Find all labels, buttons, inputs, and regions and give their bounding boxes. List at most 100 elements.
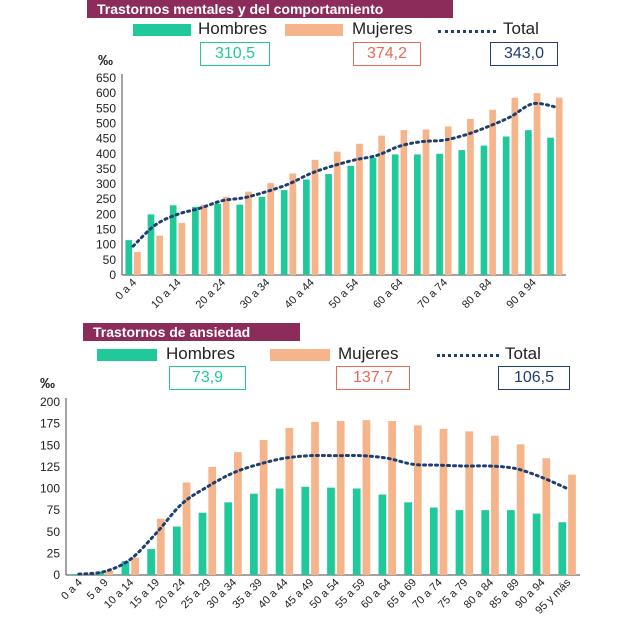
bar-mujeres xyxy=(200,204,208,275)
y-tick-label: 50 xyxy=(47,525,61,539)
bar-mujeres xyxy=(311,421,319,575)
bar-hombres xyxy=(192,206,199,275)
bar-mujeres xyxy=(400,130,408,275)
bar-hombres xyxy=(378,494,387,575)
bar-mujeres xyxy=(444,126,452,275)
summary-value-total: 106,5 xyxy=(498,366,570,390)
bar-hombres xyxy=(121,561,130,575)
summary-value-hombres: 310,5 xyxy=(200,42,270,66)
y-tick-label: 150 xyxy=(96,223,116,237)
chart-panel-mental-disorders: Trastornos mentales y del comportamiento… xyxy=(87,0,566,311)
bar-mujeres xyxy=(542,458,551,575)
bar-hombres xyxy=(352,488,361,575)
summary-value-mujeres: 374,2 xyxy=(353,42,421,66)
y-tick-label: 0 xyxy=(109,268,116,282)
y-tick-label: 200 xyxy=(40,395,60,409)
x-tick-label: 60 a 64 xyxy=(371,277,405,311)
legend-label-total: Total xyxy=(503,19,539,38)
bar-mujeres xyxy=(208,466,217,575)
y-tick-label: 550 xyxy=(96,101,116,115)
bar-mujeres xyxy=(289,173,297,275)
line-total xyxy=(77,453,569,576)
bar-hombres xyxy=(169,205,177,275)
bar-hombres xyxy=(258,196,266,275)
bar-hombres xyxy=(214,203,221,275)
bar-mujeres xyxy=(131,557,139,575)
bar-hombres xyxy=(250,493,258,575)
bar-mujeres xyxy=(267,183,274,275)
y-tick-label: 250 xyxy=(96,192,116,206)
x-tick-label: 70 a 74 xyxy=(416,277,450,311)
x-tick-label: 0 a 4 xyxy=(113,277,139,303)
y-tick-label: 50 xyxy=(103,253,117,267)
legend-swatch-hombres xyxy=(133,24,191,36)
summary-value-mujeres: 137,7 xyxy=(336,366,410,390)
bar-hombres xyxy=(275,488,284,575)
bar-mujeres xyxy=(378,135,385,275)
legend-label-total: Total xyxy=(505,344,541,363)
bar-hombres xyxy=(125,240,133,275)
bar-mujeres xyxy=(439,428,448,575)
bar-hombres xyxy=(558,522,567,575)
legend-line-total xyxy=(437,354,499,357)
y-axis-unit: ‰ xyxy=(98,52,113,69)
bar-mujeres xyxy=(156,235,163,275)
bar-hombres xyxy=(436,153,443,275)
chart-title: Trastornos de ansiedad xyxy=(83,323,300,341)
y-tick-label: 25 xyxy=(47,546,61,560)
bar-mujeres xyxy=(465,431,474,575)
x-tick-label: 50 a 54 xyxy=(327,277,361,311)
y-tick-label: 600 xyxy=(96,86,116,100)
line-total xyxy=(131,101,557,248)
bar-hombres xyxy=(525,130,532,275)
bar-mujeres xyxy=(105,570,114,575)
bar-mujeres xyxy=(555,97,563,275)
bar-hombres xyxy=(414,154,421,275)
x-tick-label: 10 a 14 xyxy=(149,277,183,311)
bar-hombres xyxy=(455,510,464,575)
bar-mujeres xyxy=(311,159,319,275)
x-tick-label: 90 a 94 xyxy=(504,277,538,311)
bar-hombres xyxy=(391,154,399,275)
legend-label-mujeres: Mujeres xyxy=(338,344,399,363)
y-tick-label: 450 xyxy=(96,132,116,146)
chart-panel-anxiety-disorders: Trastornos de ansiedad Hombres Mujeres T… xyxy=(0,318,621,621)
x-tick-label: 80 a 84 xyxy=(460,277,494,311)
bar-hombres xyxy=(198,512,207,575)
legend-swatch-mujeres xyxy=(285,24,343,36)
x-tick-label: 0 a 4 xyxy=(59,577,85,603)
bar-mujeres xyxy=(422,129,430,275)
bar-mujeres xyxy=(491,435,499,575)
bar-hombres xyxy=(325,174,332,275)
x-tick-label: 20 a 24 xyxy=(194,277,228,311)
bar-mujeres xyxy=(568,474,576,575)
bar-hombres xyxy=(327,487,335,575)
bar-hombres xyxy=(404,502,412,575)
bar-mujeres xyxy=(333,151,341,275)
bar-mujeres xyxy=(234,452,242,575)
y-tick-label: 100 xyxy=(96,238,116,252)
y-tick-label: 125 xyxy=(40,460,60,474)
bar-hombres xyxy=(480,145,488,275)
bar-hombres xyxy=(532,513,541,575)
bar-mujeres xyxy=(489,109,496,275)
bar-mujeres xyxy=(336,421,345,575)
bar-hombres xyxy=(347,165,355,275)
bar-mujeres xyxy=(413,425,422,575)
bar-mujeres xyxy=(362,420,371,575)
bar-hombres xyxy=(172,526,181,575)
bar-hombres xyxy=(507,510,515,575)
chart-title: Trastornos mentales y del comportamiento xyxy=(87,0,453,18)
y-axis-unit: ‰ xyxy=(40,375,55,392)
y-tick-label: 350 xyxy=(96,162,116,176)
summary-value-hombres: 73,9 xyxy=(169,366,246,390)
x-tick-label: 40 a 44 xyxy=(282,277,316,311)
bar-hombres xyxy=(481,510,490,575)
bar-hombres xyxy=(458,150,466,275)
bar-hombres xyxy=(224,502,233,575)
bar-hombres xyxy=(303,179,310,275)
y-tick-label: 175 xyxy=(40,417,60,431)
bar-hombres xyxy=(301,486,310,575)
bar-hombres xyxy=(147,214,155,275)
